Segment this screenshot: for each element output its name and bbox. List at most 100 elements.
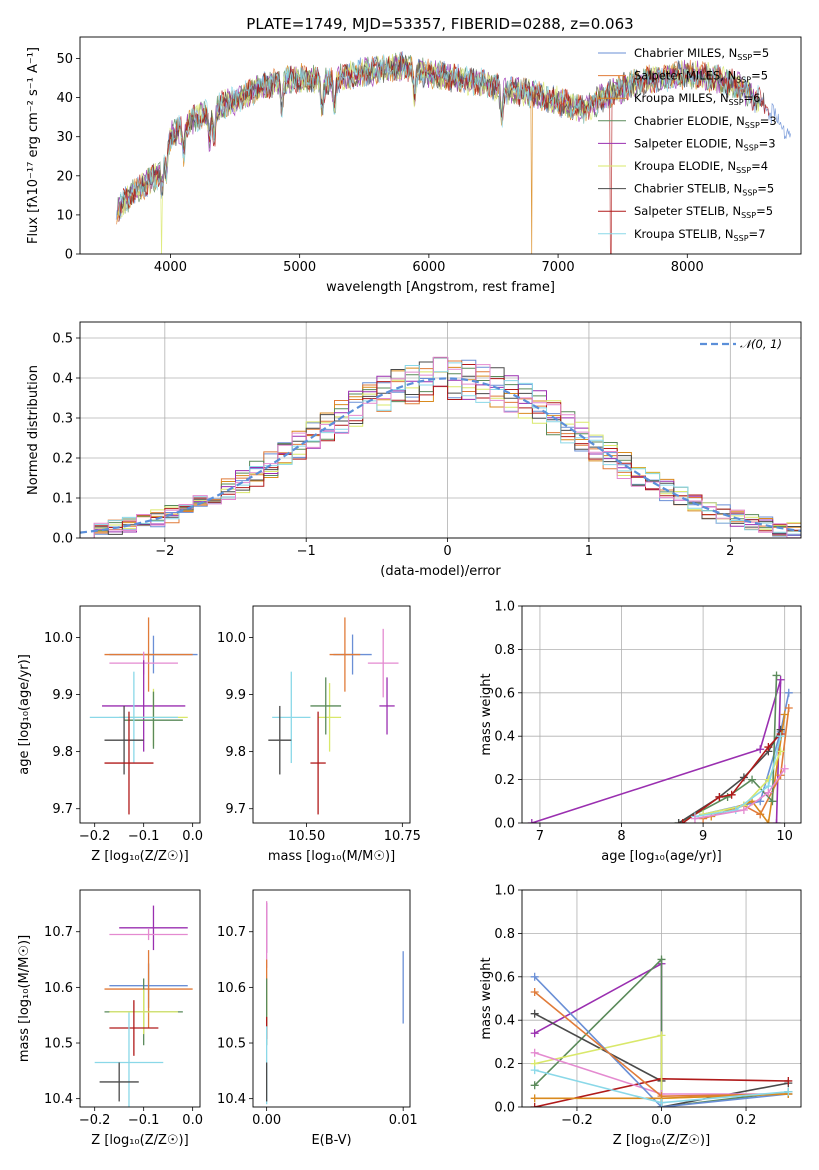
y-tick-label: 0.4 (494, 730, 515, 745)
y-tick-label: 0 (65, 248, 73, 263)
axes-frame (79, 605, 201, 824)
x-tick-label: 0.00 (252, 1113, 281, 1128)
x-tick-label: 8 (617, 829, 625, 844)
errorbar-point (379, 677, 395, 735)
y-axis-label: mass weight (479, 673, 494, 755)
panel-age_vs_Z: −0.2 −0.1 0.0 9.7 9.8 9.9 10.0 Z [log₁₀(Z/Z☉)] a… (17, 605, 203, 864)
weight-series-line (534, 962, 663, 1107)
weight-point-marker (764, 788, 773, 797)
y-tick-label: 9.8 (225, 745, 246, 760)
y-axis-label: age [log₁₀(age/yr)] (17, 654, 32, 775)
weight-point-marker (657, 955, 666, 964)
weight-point-marker (748, 775, 757, 784)
weight-point-marker (530, 1094, 539, 1103)
y-tick-label: 10.5 (44, 1037, 73, 1052)
histogram-series (80, 371, 801, 538)
weight-series-line (702, 751, 782, 816)
weight-point-marker (727, 790, 736, 799)
figure-title: PLATE=1749, MJD=53357, FIBERID=0288, z=0… (246, 15, 633, 33)
errorbar-point (119, 905, 188, 951)
weight-point-marker (772, 671, 781, 680)
weight-point-marker (764, 743, 773, 752)
weight-point-marker (764, 819, 773, 823)
y-tick-label: 0.6 (494, 686, 515, 701)
panel-spectrum: 4000 5000 6000 7000 8000 0 10 20 30 40 50 wavelengt… (26, 36, 802, 295)
x-tick-label: −1 (297, 544, 316, 559)
weight-point-marker (657, 1031, 666, 1040)
y-tick-label: 10.6 (44, 981, 73, 996)
spectrum-series-line (118, 52, 761, 216)
y-tick-label: 10.0 (44, 631, 73, 646)
errorbar-point (104, 705, 144, 775)
plot-area-massweight_vs_Z (530, 955, 793, 1107)
legend-entry: Salpeter ELODIE, NSSP=3 (634, 136, 776, 152)
x-tick-label: −0.2 (79, 829, 111, 844)
x-tick-label: 9 (699, 829, 707, 844)
weight-point-marker (776, 747, 785, 756)
weight-point-marker (530, 1048, 539, 1057)
weight-point-marker (530, 1081, 539, 1090)
gaussian-curve (80, 377, 801, 534)
x-tick-label: 0.0 (182, 829, 203, 844)
errorbar-point (102, 660, 186, 752)
legend-entry: Chabrier ELODIE, NSSP=3 (634, 114, 777, 130)
x-tick-label: −0.2 (79, 1113, 111, 1128)
weight-point-marker (530, 1029, 539, 1038)
x-tick-label: −0.2 (561, 1113, 593, 1128)
errorbar-point (109, 928, 188, 941)
y-tick-label: 30 (56, 130, 73, 145)
axes-frame (79, 889, 201, 1108)
x-tick-label: 7 (536, 829, 544, 844)
y-tick-label: 10.7 (44, 925, 73, 940)
y-tick-label: 9.9 (225, 688, 246, 703)
x-tick-label: 7000 (542, 260, 575, 275)
errorbar-point (99, 1062, 139, 1102)
x-tick-label: 8000 (671, 260, 704, 275)
weight-point-marker (768, 797, 777, 806)
x-axis-label: Z [log₁₀(Z/Z☉)] (91, 849, 188, 864)
x-axis-label: age [log₁₀(age/yr)] (601, 849, 722, 864)
weight-point-marker (784, 1076, 793, 1085)
weight-point-marker (530, 987, 539, 996)
legend-entry: Chabrier STELIB, NSSP=5 (634, 182, 774, 198)
weight-point-marker (530, 1066, 539, 1075)
legend-entry: Salpeter STELIB, NSSP=5 (634, 204, 773, 220)
weight-point-marker (739, 805, 748, 814)
x-tick-label: −2 (155, 544, 174, 559)
axes-frame (252, 889, 411, 1108)
weight-point-marker (723, 792, 732, 801)
errorbar-point (310, 711, 326, 815)
weight-point-marker (690, 814, 699, 823)
y-tick-label: 10.4 (217, 1092, 246, 1107)
weight-point-marker (657, 1098, 666, 1107)
errorbar-point (109, 1000, 159, 1056)
plot-area-mass_vs_Z (94, 905, 193, 1107)
histogram-series (80, 362, 801, 538)
errorbar-point (94, 1012, 164, 1107)
y-tick-label: 9.7 (225, 802, 246, 817)
legend-entry: Salpeter MILES, NSSP=5 (634, 69, 768, 85)
axes-frame (521, 605, 802, 824)
errorbar-point (89, 671, 178, 764)
axes-frame (79, 321, 802, 539)
weight-point-marker (784, 703, 793, 712)
x-axis-label: Z [log₁₀(Z/Z☉)] (613, 1133, 710, 1148)
y-tick-label: 9.8 (52, 745, 73, 760)
axes-frame (521, 889, 802, 1108)
panel-massweight_vs_age: 7 8 9 10 0.0 0.2 0.4 0.6 0.8 1.0 age [log₁₀(age/yr… (479, 600, 802, 864)
weight-point-marker (678, 819, 687, 823)
plot-area-massweight_vs_age (527, 671, 793, 823)
y-tick-label: 0.0 (494, 817, 515, 832)
weight-point-marker (715, 792, 724, 801)
axes-frame (252, 605, 411, 824)
weight-series-line (694, 768, 786, 820)
y-tick-label: 10.5 (217, 1037, 246, 1052)
y-tick-label: 10 (56, 208, 73, 223)
errorbar-point (318, 683, 342, 752)
x-tick-label: 0.01 (389, 1113, 418, 1128)
errorbar-point (268, 705, 292, 775)
errorbar-point (104, 711, 154, 815)
weight-series-line (534, 1034, 789, 1100)
y-axis-label: mass [log₁₀(M/M☉)] (17, 935, 32, 1062)
errorbar-point (310, 677, 342, 735)
